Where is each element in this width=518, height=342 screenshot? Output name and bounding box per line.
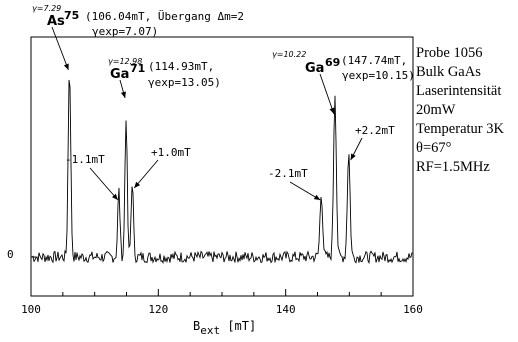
arrow-as75-head [63, 63, 69, 70]
arrow-plus-1-0 [133, 159, 159, 189]
detail-ga69: (147.74mT, [341, 54, 407, 67]
info-line: Laserintensität [416, 83, 502, 99]
satellite-label-minus-2-1: -2.1mT [268, 167, 308, 180]
mass-as75: 75 [64, 9, 79, 22]
isotope-ga69: Ga [305, 61, 324, 76]
info-line: Bulk GaAs [416, 64, 481, 80]
info-line: 20mW [416, 102, 456, 118]
gexp-as75: γexp=7.07) [92, 25, 158, 38]
x-tick-label: 100 [21, 303, 41, 316]
mass-ga71: 71 [130, 62, 145, 75]
axis-ticks [30, 256, 414, 296]
info-line: RF=1.5MHz [416, 159, 490, 175]
x-axis-label: Bext [mT] [193, 319, 256, 337]
arrow-plus-2-2-head [350, 153, 356, 160]
arrow-minus-2-1-head [313, 194, 321, 200]
detail-ga71: (114.93mT, [148, 60, 214, 73]
peak-label-ga69: γ=10.22 Ga 69 (147.74mT, γexp=10.15) [272, 50, 415, 82]
peak-label-ga71: γ=12.98 Ga 71 (114.93mT, γexp=13.05) [108, 57, 221, 89]
arrow-ga69-head [329, 107, 335, 114]
satellite-label-plus-2-2: +2.2mT [355, 124, 395, 137]
arrow-as75 [51, 26, 69, 71]
arrow-minus-1-1 [89, 167, 119, 201]
spectrum-line [31, 79, 413, 265]
arrow-plus-1-0-head [134, 181, 141, 188]
arrow-minus-1-1-head [111, 193, 118, 200]
isotope-ga71: Ga [110, 67, 129, 82]
sample-info: Probe 1056 Bulk GaAs Laserintensität 20mW Te… [416, 44, 504, 177]
gamma-as75: γ=7.29 [32, 4, 61, 13]
peak-label-as75: γ=7.29 As 75 (106.04mT, Übergang Δm=2 γe… [32, 4, 244, 38]
gexp-ga71: γexp=13.05) [148, 76, 221, 89]
info-line: Probe 1056 [416, 45, 483, 61]
detail-as75: (106.04mT, Übergang Δm=2 [85, 10, 244, 23]
x-tick-label: 140 [276, 303, 296, 316]
annotation-arrows [51, 26, 363, 201]
satellite-label-plus-1-0: +1.0mT [151, 146, 191, 159]
gamma-ga71: γ=12.98 [108, 57, 142, 66]
mass-ga69: 69 [325, 56, 340, 69]
x-tick-label: 160 [403, 303, 423, 316]
info-line: Temperatur 3K [416, 121, 504, 137]
x-tick-labels: 100 120 140 160 [21, 303, 423, 316]
gexp-ga69: γexp=10.15) [342, 69, 415, 82]
x-tick-label: 120 [148, 303, 168, 316]
arrow-ga71-head [120, 91, 126, 98]
y-tick-label-0: 0 [7, 248, 14, 261]
isotope-as75: As [47, 14, 65, 29]
info-line: θ=67° [416, 140, 452, 156]
arrow-ga69 [319, 73, 335, 115]
satellite-label-minus-1-1: -1.1mT [65, 153, 105, 166]
gamma-ga69: γ=10.22 [272, 50, 306, 59]
